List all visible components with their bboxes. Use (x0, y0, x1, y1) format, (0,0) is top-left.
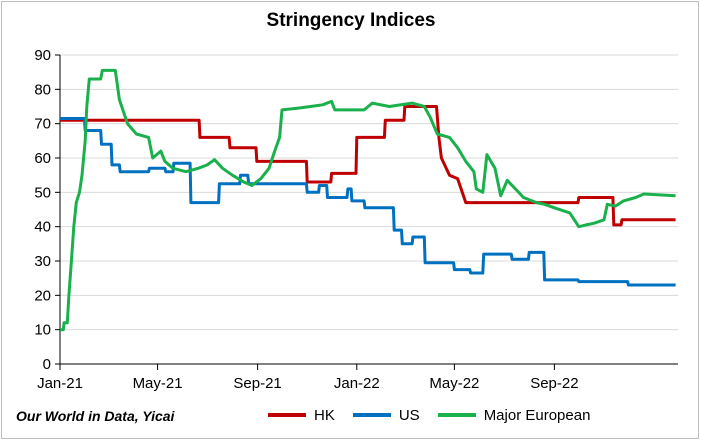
x-tick-label-jan-22: Jan-22 (334, 375, 380, 392)
grid-layer (60, 54, 678, 331)
x-tick-label-jan-21: Jan-21 (37, 375, 83, 392)
source-note: Our World in Data, Yicai (16, 408, 175, 424)
legend-swatch-hk (268, 413, 306, 417)
x-tick-label-sep-21: Sep-21 (233, 375, 281, 392)
y-tick-label-90: 90 (34, 47, 51, 64)
y-tick-label-70: 70 (34, 116, 51, 133)
axis-layer: 0 10 20 30 40 50 60 70 80 90 Jan-21 May-21 Sep-21 Jan… (34, 47, 678, 392)
y-tick-label-60: 60 (34, 150, 51, 167)
legend-item-us: US (352, 406, 420, 424)
legend-item-major-european: Major European (437, 406, 591, 424)
y-tick-label-20: 20 (34, 287, 51, 304)
chart-title: Stringency Indices (266, 10, 436, 31)
legend-label-us: US (398, 406, 420, 424)
series-line-major-european (60, 68, 676, 332)
legend-swatch-major-european (437, 413, 476, 417)
y-tick-label-10: 10 (34, 322, 51, 339)
y-tick-label-0: 0 (43, 356, 51, 373)
legend-item-hk: HK (268, 407, 335, 424)
legend-swatch-us (352, 413, 391, 417)
series-line-us (60, 117, 676, 287)
y-tick-label-50: 50 (34, 184, 51, 201)
x-tick-label-sep-22: Sep-22 (530, 375, 578, 392)
legend-label-hk: HK (314, 406, 335, 424)
series-line-hk (60, 105, 676, 227)
legend-label-major-european: Major European (483, 406, 591, 424)
y-tick-label-80: 80 (34, 81, 51, 98)
y-tick-label-30: 30 (34, 253, 51, 270)
x-tick-label-may-21: May-21 (133, 375, 183, 392)
legend: HK US Major European (268, 404, 608, 426)
x-tick-label-may-22: May-22 (429, 375, 479, 392)
y-tick-label-40: 40 (34, 219, 51, 236)
series-layer (60, 68, 676, 332)
